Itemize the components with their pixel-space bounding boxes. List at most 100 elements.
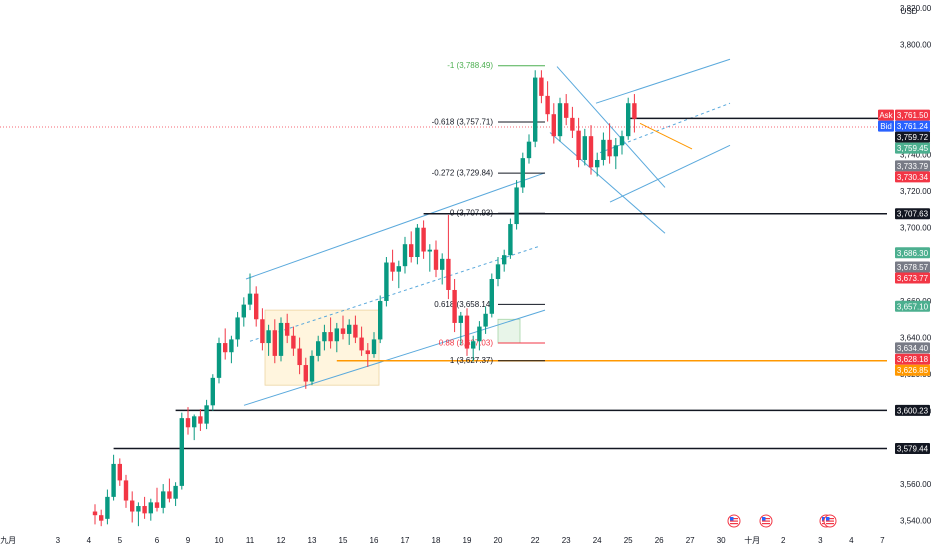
candle-up [514, 187, 519, 225]
fib-level-label: 0.618 (3,658.14) [434, 300, 493, 309]
channel-upper-line [245, 172, 546, 280]
candle-up [477, 326, 482, 342]
x-tick-label: 6 [155, 536, 160, 545]
price-tag-value: 3,733.79 [897, 162, 929, 171]
x-tick-label: 19 [463, 536, 472, 545]
x-tick-label: 9 [186, 536, 191, 545]
candle-up [235, 317, 240, 340]
y-tick-label: 3,820.00 [900, 4, 932, 13]
candle-down [130, 500, 135, 512]
x-tick-label: 15 [339, 536, 348, 545]
price-tag-value: 3,579.44 [897, 444, 929, 453]
x-tick-label: 12 [277, 536, 286, 545]
candle-up [204, 405, 209, 424]
candle-down [142, 506, 147, 514]
candle-down [390, 262, 395, 272]
candle-down [92, 511, 98, 516]
fib-level-label: -0.618 (3,757.71) [432, 118, 494, 127]
price-tag-value: 3,678.57 [897, 263, 929, 272]
us-flag-event-icon[interactable] [759, 514, 773, 528]
candle-down [409, 244, 414, 258]
candle-up [105, 496, 110, 519]
us-flag-event-icon[interactable] [823, 514, 837, 528]
candle-down [223, 343, 228, 353]
candle-down [328, 332, 333, 342]
candle-up [309, 355, 315, 382]
x-tick-label: 10 [215, 536, 224, 545]
x-tick-label: 20 [494, 536, 503, 545]
candle-up [241, 304, 246, 318]
candle-down [359, 337, 364, 351]
candle-down [297, 348, 302, 366]
candle-down [607, 139, 612, 157]
candle-up [334, 328, 339, 342]
x-tick-label: 22 [531, 536, 540, 545]
candle-up [520, 158, 525, 188]
flag-canton [762, 517, 766, 521]
candle-up [396, 266, 401, 272]
candle-down [185, 418, 191, 428]
x-tick-label: 13 [308, 536, 317, 545]
price-tag [895, 247, 930, 259]
x-tick-label: 十月 [744, 535, 760, 545]
candle-down [260, 319, 265, 344]
us-flag-event-icon[interactable] [727, 514, 741, 528]
price-tag-value: 3,759.72 [897, 133, 929, 142]
price-tag [895, 142, 930, 154]
candle-up [415, 227, 420, 258]
economic-events[interactable] [727, 514, 837, 528]
candle-up [316, 341, 321, 356]
x-tick-label: 30 [717, 536, 726, 545]
price-tag-prefix-box [878, 120, 894, 132]
x-tick-label: 27 [686, 536, 695, 545]
price-tag-prefix-box [878, 109, 894, 121]
candle-up [347, 324, 352, 334]
candle-up [458, 315, 463, 323]
flag-upper-line [595, 58, 731, 104]
candle-up [613, 145, 618, 157]
candle-up [440, 258, 445, 270]
price-tags: 3,761.50Ask3,761.24Bid3,759.723,759.453,… [878, 109, 930, 454]
price-tag [895, 109, 930, 121]
candle-down [564, 103, 569, 118]
y-tick-label: 3,740.00 [900, 150, 932, 159]
price-tag-prefix: Bid [880, 122, 892, 131]
y-tick-label: 3,640.00 [900, 334, 932, 343]
price-tag-value: 3,657.10 [897, 302, 929, 311]
x-tick-label: 23 [562, 536, 571, 545]
candle-down [167, 491, 172, 499]
flag-stripe [826, 523, 834, 525]
candle-up [619, 136, 625, 146]
x-tick-label: 3 [56, 536, 61, 545]
fib-level-label: -0.272 (3,729.84) [432, 169, 494, 178]
candle-up [508, 224, 513, 256]
orange-trend-line [639, 122, 693, 150]
channel-lower-line [243, 309, 546, 406]
price-tag [895, 300, 930, 312]
y-tick-label: 3,540.00 [900, 517, 932, 526]
trend-channels [243, 58, 731, 406]
price-tag-value: 3,707.63 [897, 210, 929, 219]
candle-down [421, 227, 426, 252]
fib-level-label: 1 (3,627.37) [450, 356, 493, 365]
candle-up [210, 377, 215, 406]
candle-up [471, 341, 476, 349]
x-tick-label: 5 [118, 536, 123, 545]
drawing-zones [264, 309, 521, 386]
price-tag-value: 3,634.40 [897, 344, 929, 353]
flag-mid-line [599, 102, 731, 154]
y-tick-label: 3,700.00 [900, 224, 932, 233]
candle-down [576, 130, 581, 160]
candle-up [266, 330, 271, 344]
price-tag-value: 3,673.77 [897, 274, 929, 283]
candle-up [601, 139, 606, 160]
candle-down [545, 95, 550, 115]
candle-up [495, 264, 501, 279]
fib-level-label: 0 (3,707.93) [450, 209, 493, 218]
candle-up [161, 491, 166, 508]
flag-lower-line [609, 144, 731, 203]
candle-down [198, 416, 203, 424]
price-tag [895, 272, 930, 284]
candle-up [526, 141, 532, 159]
